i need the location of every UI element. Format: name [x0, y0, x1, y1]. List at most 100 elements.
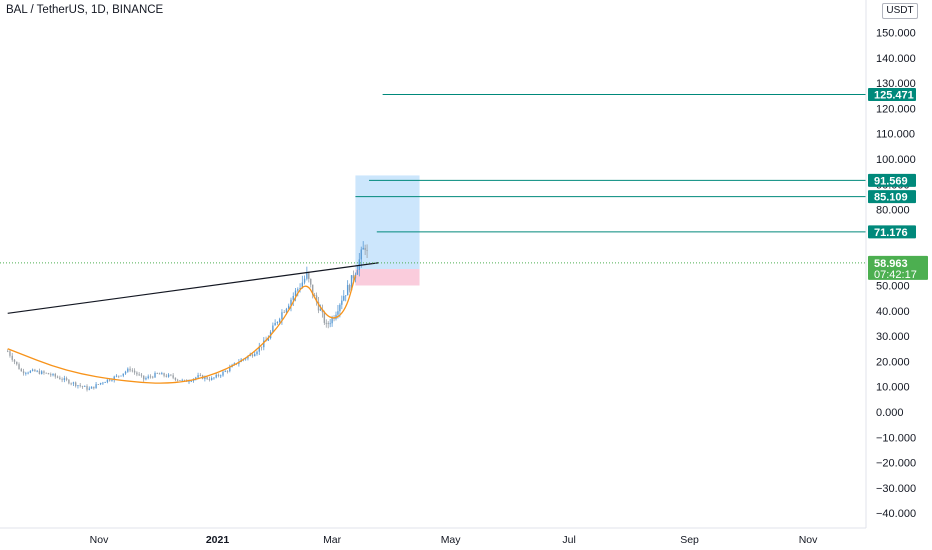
candle-body: [90, 386, 93, 389]
trendline: [7, 262, 379, 314]
candle: [226, 370, 229, 374]
candle-body: [190, 380, 192, 382]
candle-body: [294, 290, 297, 296]
candle-body: [204, 376, 206, 379]
candle: [20, 367, 22, 372]
price-axis[interactable]: 150.000 140.000 130.000 120.000 110.000 100.0…: [876, 28, 916, 521]
candle-body: [156, 373, 158, 374]
candle-body: [188, 381, 190, 383]
candle-body: [263, 340, 265, 348]
candle: [77, 385, 79, 389]
candle-body: [272, 325, 274, 332]
candle: [34, 368, 36, 372]
candle: [29, 370, 32, 374]
candle-body: [97, 384, 100, 385]
candle: [224, 370, 226, 373]
candle-body: [74, 382, 77, 387]
candle-body: [93, 386, 95, 389]
candle-body: [86, 386, 88, 390]
candle: [276, 321, 279, 325]
candle-body: [260, 346, 263, 348]
candle-body: [297, 289, 299, 291]
candle: [97, 384, 100, 385]
candle: [174, 377, 177, 382]
candle: [217, 373, 220, 378]
candle-body: [319, 309, 322, 311]
candle-body: [108, 379, 111, 381]
candle-body: [20, 369, 22, 372]
candle: [362, 241, 364, 250]
candle-body: [366, 249, 368, 251]
price-level-tag: 91.569: [868, 173, 916, 187]
candle: [9, 349, 11, 358]
price-level-tag: 85.109: [868, 190, 916, 204]
candle: [40, 370, 43, 375]
candle: [161, 371, 163, 375]
candle-body: [315, 295, 318, 302]
candle: [11, 352, 13, 362]
candle-body: [208, 379, 211, 380]
candle: [310, 278, 312, 288]
candle: [274, 319, 276, 326]
price-level-tag-bg: [868, 190, 916, 204]
price-tick-label: 150.000: [876, 28, 916, 40]
time-tick-label: Mar: [323, 534, 342, 546]
candle: [358, 252, 361, 277]
price-tick-label: 30.000: [876, 331, 910, 343]
candle-body: [362, 247, 364, 250]
candle: [38, 368, 41, 375]
candle: [152, 375, 154, 379]
candle: [254, 351, 256, 357]
candle: [99, 382, 102, 386]
candle: [6, 349, 9, 353]
candle: [65, 376, 68, 382]
candle-body: [346, 285, 349, 296]
candle-body: [115, 375, 118, 377]
candle: [84, 385, 86, 387]
candle: [360, 246, 362, 268]
candle-body: [140, 374, 143, 376]
candle-body: [251, 354, 254, 357]
candle-body: [364, 247, 366, 250]
currency-unit-button[interactable]: USDT: [882, 3, 918, 19]
candle-body: [54, 374, 56, 377]
candle-body: [40, 371, 43, 374]
candle-body: [22, 371, 25, 374]
candle-body: [306, 272, 308, 279]
candle-body: [226, 371, 229, 372]
candle-body: [213, 377, 215, 379]
candle-body: [310, 278, 312, 285]
candle-body: [224, 371, 226, 372]
candle-body: [84, 386, 86, 387]
candle: [327, 321, 329, 329]
candle-body: [217, 374, 220, 376]
candle-body: [327, 323, 329, 325]
candle: [306, 266, 308, 281]
candle-body: [6, 351, 9, 353]
price-level-tag-bg: [868, 88, 916, 102]
candle-body: [283, 312, 285, 314]
candle-body: [104, 382, 106, 383]
candle: [163, 372, 165, 378]
candle-body: [197, 375, 199, 378]
candle-body: [113, 376, 115, 381]
candle: [142, 375, 145, 382]
candle-body: [278, 319, 281, 322]
price-tick-label: 0.000: [876, 407, 904, 419]
candle-body: [65, 378, 68, 380]
candle-body: [220, 375, 222, 377]
candle-body: [161, 373, 163, 375]
candle: [63, 375, 66, 383]
candle-body: [27, 372, 29, 374]
candle-body: [254, 354, 256, 357]
candle: [172, 373, 174, 380]
candle-body: [301, 282, 304, 288]
candle-body: [317, 301, 320, 311]
time-axis[interactable]: Nov 2021 Mar May Jul Sep Nov: [90, 534, 818, 546]
candle-body: [244, 358, 247, 360]
price-level-tag-label: 125.471: [874, 90, 914, 102]
candle: [50, 372, 52, 377]
candle-body: [18, 364, 20, 370]
candle: [18, 362, 20, 370]
